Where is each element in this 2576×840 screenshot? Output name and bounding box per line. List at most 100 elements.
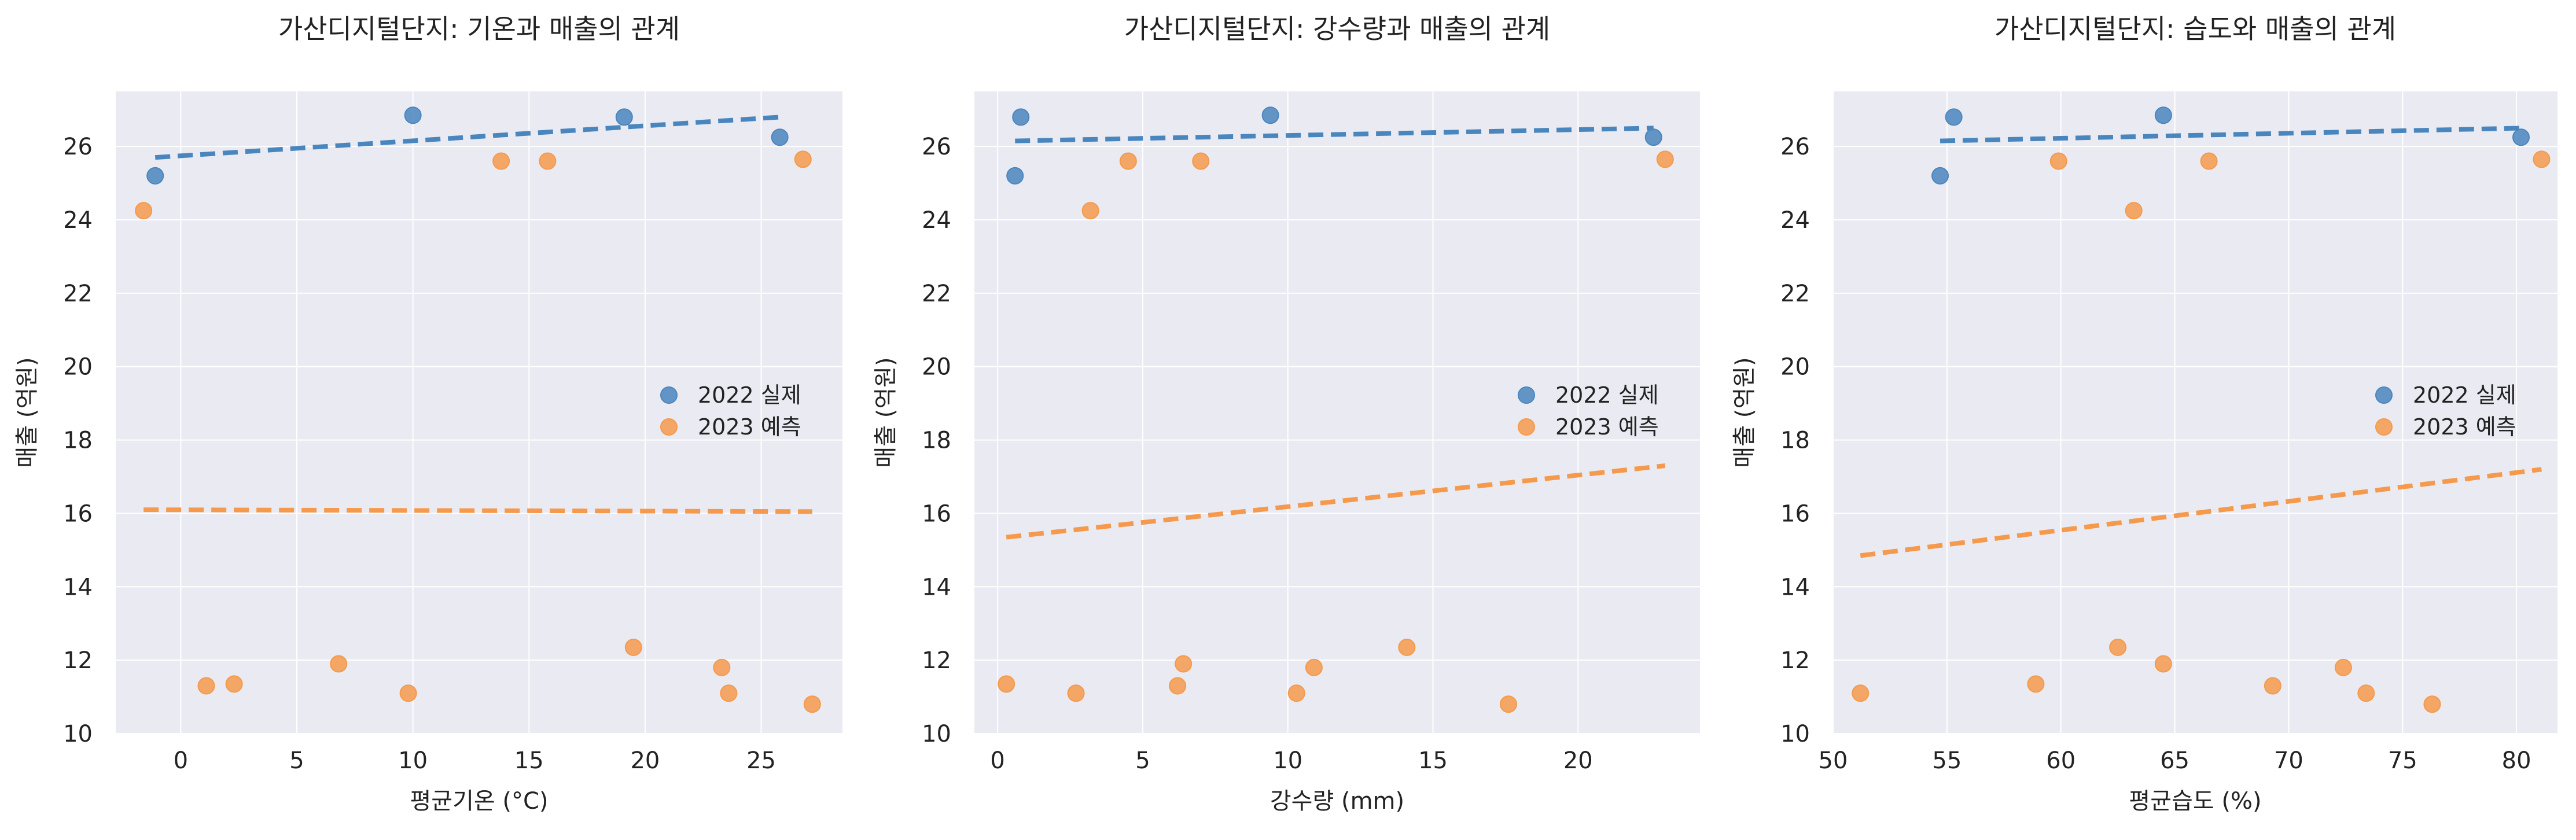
x-tick-label: 65 xyxy=(2160,747,2189,774)
chart-title: 가산디지털단지: 강수량과 매출의 관계 xyxy=(1124,13,1550,45)
data-point-series-1 xyxy=(2154,106,2172,124)
y-tick-label: 22 xyxy=(922,281,951,307)
subplot-1: 0 5 10 15 20 25 10 12 14 16 18 20 22 24 26 가산디지털단지: 기온과… xyxy=(14,13,842,815)
data-point-series-2 xyxy=(1081,202,1099,220)
y-tick-label: 10 xyxy=(922,721,951,747)
legend-label: 2022 실제 xyxy=(698,382,801,408)
data-point-series-1 xyxy=(1931,167,1949,185)
data-point-series-2 xyxy=(399,684,417,702)
y-axis-label: 매출 (억원) xyxy=(14,357,41,467)
y-tick-label: 16 xyxy=(1780,500,1810,527)
data-point-series-2 xyxy=(1067,684,1085,702)
x-tick-label: 20 xyxy=(630,747,660,774)
x-tick-label: 10 xyxy=(1273,747,1302,774)
legend-label: 2022 실제 xyxy=(2413,382,2516,408)
legend-label: 2023 예측 xyxy=(2413,414,2516,440)
data-point-series-2 xyxy=(492,152,510,170)
data-point-series-2 xyxy=(1192,152,1210,170)
chart-title: 가산디지털단지: 기온과 매출의 관계 xyxy=(278,13,680,45)
data-point-series-1 xyxy=(1945,108,1963,126)
y-tick-label: 18 xyxy=(922,428,951,454)
data-point-series-2 xyxy=(2154,655,2172,673)
data-point-series-2 xyxy=(1499,695,1517,713)
data-point-series-2 xyxy=(1175,655,1193,673)
data-point-series-2 xyxy=(998,675,1015,693)
x-tick-label: 50 xyxy=(1819,747,1848,774)
plot-area xyxy=(1833,91,2557,734)
y-tick-label: 16 xyxy=(63,500,93,527)
x-axis-label: 평균습도 (%) xyxy=(2129,788,2261,815)
x-tick-label: 25 xyxy=(746,747,776,774)
x-tick-label: 0 xyxy=(990,747,1004,774)
y-tick-label: 10 xyxy=(1780,721,1810,747)
legend-marker xyxy=(660,386,678,404)
data-point-series-1 xyxy=(1006,167,1024,185)
data-point-series-2 xyxy=(135,202,153,220)
data-point-series-2 xyxy=(803,695,821,713)
data-point-series-1 xyxy=(146,167,164,185)
data-point-series-1 xyxy=(404,106,422,124)
y-tick-label: 14 xyxy=(1780,574,1810,600)
y-tick-label: 16 xyxy=(922,500,951,527)
data-point-series-2 xyxy=(2264,677,2281,695)
y-axis-label: 매출 (억원) xyxy=(1731,357,1758,467)
y-tick-label: 22 xyxy=(63,281,93,307)
x-axis-label: 강수량 (mm) xyxy=(1270,788,1404,815)
data-point-series-2 xyxy=(1852,684,1870,702)
y-tick-label: 10 xyxy=(63,721,93,747)
data-point-series-2 xyxy=(539,152,557,170)
y-tick-label: 26 xyxy=(1780,134,1810,160)
data-point-series-2 xyxy=(225,675,243,693)
y-tick-label: 24 xyxy=(922,207,951,234)
trend-line-series-2 xyxy=(1006,463,1666,540)
y-tick-label: 20 xyxy=(922,354,951,381)
legend-label: 2023 예측 xyxy=(698,414,801,440)
y-tick-label: 20 xyxy=(1780,354,1810,381)
x-tick-label: 20 xyxy=(1563,747,1593,774)
data-point-series-2 xyxy=(2334,658,2352,676)
data-point-series-2 xyxy=(1656,150,1674,168)
data-point-series-2 xyxy=(624,638,642,656)
x-axis-label: 평균기온 (°C) xyxy=(410,788,548,815)
y-tick-label: 26 xyxy=(922,134,951,160)
y-tick-label: 14 xyxy=(922,574,951,600)
plot-area xyxy=(974,91,1700,734)
y-tick-label: 20 xyxy=(63,354,93,381)
data-point-series-1 xyxy=(1644,128,1662,146)
data-point-series-2 xyxy=(1398,638,1416,656)
x-tick-label: 15 xyxy=(1418,747,1448,774)
x-tick-label: 0 xyxy=(174,747,188,774)
data-point-series-2 xyxy=(2200,152,2218,170)
x-tick-label: 15 xyxy=(514,747,544,774)
y-tick-label: 24 xyxy=(1780,207,1810,234)
data-point-series-2 xyxy=(720,684,738,702)
data-point-series-1 xyxy=(2512,128,2530,146)
data-point-series-2 xyxy=(2027,675,2045,693)
y-tick-label: 18 xyxy=(1780,428,1810,454)
data-point-series-2 xyxy=(2049,152,2067,170)
data-point-series-2 xyxy=(2533,150,2551,168)
legend-label: 2022 실제 xyxy=(1555,382,1659,408)
trend-line-series-2 xyxy=(1860,467,2542,558)
data-point-series-2 xyxy=(713,658,731,676)
data-point-series-2 xyxy=(1287,684,1305,702)
x-tick-label: 5 xyxy=(289,747,304,774)
x-tick-label: 5 xyxy=(1135,747,1150,774)
data-point-series-2 xyxy=(330,655,348,673)
x-tick-label: 75 xyxy=(2388,747,2417,774)
plot-area xyxy=(116,91,842,734)
data-point-series-2 xyxy=(1305,658,1323,676)
data-point-series-1 xyxy=(771,128,789,146)
legend-marker xyxy=(660,418,678,436)
data-point-series-2 xyxy=(1119,152,1137,170)
legend-label: 2023 예측 xyxy=(1555,414,1659,440)
y-tick-label: 12 xyxy=(922,647,951,674)
x-tick-label: 80 xyxy=(2502,747,2531,774)
x-tick-label: 60 xyxy=(2046,747,2075,774)
x-tick-label: 70 xyxy=(2274,747,2303,774)
data-point-series-2 xyxy=(794,150,812,168)
y-axis-label: 매출 (억원) xyxy=(873,357,899,467)
chart-title: 가산디지털단지: 습도와 매출의 관계 xyxy=(1994,13,2396,45)
subplot-3: 50 55 60 65 70 75 80 10 12 14 16 18 20 22 24 26 가산디지털단지:… xyxy=(1731,13,2557,815)
data-point-series-2 xyxy=(1169,677,1187,695)
